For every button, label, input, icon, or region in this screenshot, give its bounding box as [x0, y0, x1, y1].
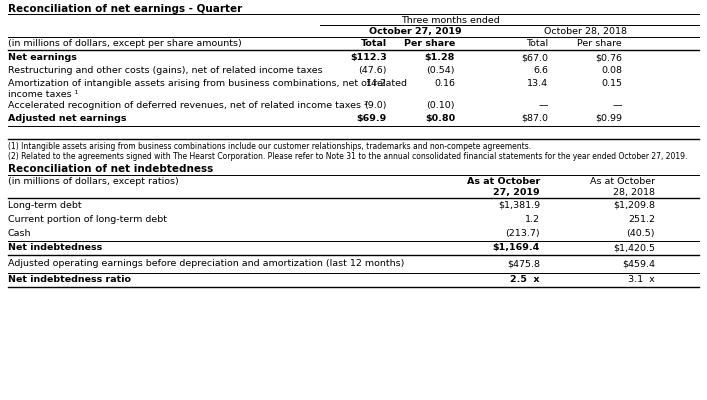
Text: $0.76: $0.76 — [595, 53, 622, 62]
Text: —: — — [539, 101, 548, 110]
Text: Reconciliation of net earnings - Quarter: Reconciliation of net earnings - Quarter — [8, 4, 243, 14]
Text: Net indebtedness ratio: Net indebtedness ratio — [8, 275, 131, 284]
Text: (2) Related to the agreements signed with The Hearst Corporation. Please refer t: (2) Related to the agreements signed wit… — [8, 152, 687, 161]
Text: $475.8: $475.8 — [507, 259, 540, 268]
Text: (9.0): (9.0) — [365, 101, 387, 110]
Text: $69.9: $69.9 — [357, 114, 387, 123]
Text: As at October
28, 2018: As at October 28, 2018 — [590, 177, 655, 197]
Text: Restructuring and other costs (gains), net of related income taxes: Restructuring and other costs (gains), n… — [8, 66, 322, 75]
Text: $1,169.4: $1,169.4 — [493, 243, 540, 252]
Text: (in millions of dollars, except per share amounts): (in millions of dollars, except per shar… — [8, 39, 242, 48]
Text: October 28, 2018: October 28, 2018 — [544, 27, 628, 36]
Text: $0.80: $0.80 — [425, 114, 455, 123]
Text: Amortization of intangible assets arising from business combinations, net of rel: Amortization of intangible assets arisin… — [8, 79, 407, 99]
Text: $459.4: $459.4 — [622, 259, 655, 268]
Text: Per share: Per share — [404, 39, 455, 48]
Text: Accelerated recognition of deferred revenues, net of related income taxes ²: Accelerated recognition of deferred reve… — [8, 101, 368, 110]
Text: Total: Total — [526, 39, 548, 48]
Text: $67.0: $67.0 — [521, 53, 548, 62]
Text: $0.99: $0.99 — [595, 114, 622, 123]
Text: Three months ended: Three months ended — [401, 16, 499, 25]
Text: (in millions of dollars, except ratios): (in millions of dollars, except ratios) — [8, 177, 179, 186]
Text: 14.2: 14.2 — [366, 79, 387, 88]
Text: Reconciliation of net indebtedness: Reconciliation of net indebtedness — [8, 164, 214, 174]
Text: 6.6: 6.6 — [533, 66, 548, 75]
Text: (1) Intangible assets arising from business combinations include our customer re: (1) Intangible assets arising from busin… — [8, 142, 531, 151]
Text: 3.1  x: 3.1 x — [629, 275, 655, 284]
Text: 13.4: 13.4 — [527, 79, 548, 88]
Text: Current portion of long-term debt: Current portion of long-term debt — [8, 215, 167, 224]
Text: (40.5): (40.5) — [626, 229, 655, 238]
Text: 0.15: 0.15 — [601, 79, 622, 88]
Text: October 27, 2019: October 27, 2019 — [368, 27, 461, 36]
Text: (213.7): (213.7) — [506, 229, 540, 238]
Text: 251.2: 251.2 — [628, 215, 655, 224]
Text: Net indebtedness: Net indebtedness — [8, 243, 103, 252]
Text: 2.5  x: 2.5 x — [510, 275, 540, 284]
Text: Net earnings: Net earnings — [8, 53, 77, 62]
Text: —: — — [612, 101, 622, 110]
Text: 0.08: 0.08 — [601, 66, 622, 75]
Text: $1.28: $1.28 — [425, 53, 455, 62]
Text: $1,209.8: $1,209.8 — [613, 201, 655, 210]
Text: Per share: Per share — [577, 39, 622, 48]
Text: $87.0: $87.0 — [521, 114, 548, 123]
Text: $112.3: $112.3 — [350, 53, 387, 62]
Text: $1,420.5: $1,420.5 — [613, 243, 655, 252]
Text: (0.54): (0.54) — [426, 66, 455, 75]
Text: Cash: Cash — [8, 229, 32, 238]
Text: Adjusted operating earnings before depreciation and amortization (last 12 months: Adjusted operating earnings before depre… — [8, 259, 404, 268]
Text: 0.16: 0.16 — [434, 79, 455, 88]
Text: (47.6): (47.6) — [358, 66, 387, 75]
Text: $1,381.9: $1,381.9 — [498, 201, 540, 210]
Text: (0.10): (0.10) — [426, 101, 455, 110]
Text: Total: Total — [361, 39, 387, 48]
Text: Long-term debt: Long-term debt — [8, 201, 81, 210]
Text: Adjusted net earnings: Adjusted net earnings — [8, 114, 127, 123]
Text: 1.2: 1.2 — [525, 215, 540, 224]
Text: As at October
27, 2019: As at October 27, 2019 — [467, 177, 540, 197]
